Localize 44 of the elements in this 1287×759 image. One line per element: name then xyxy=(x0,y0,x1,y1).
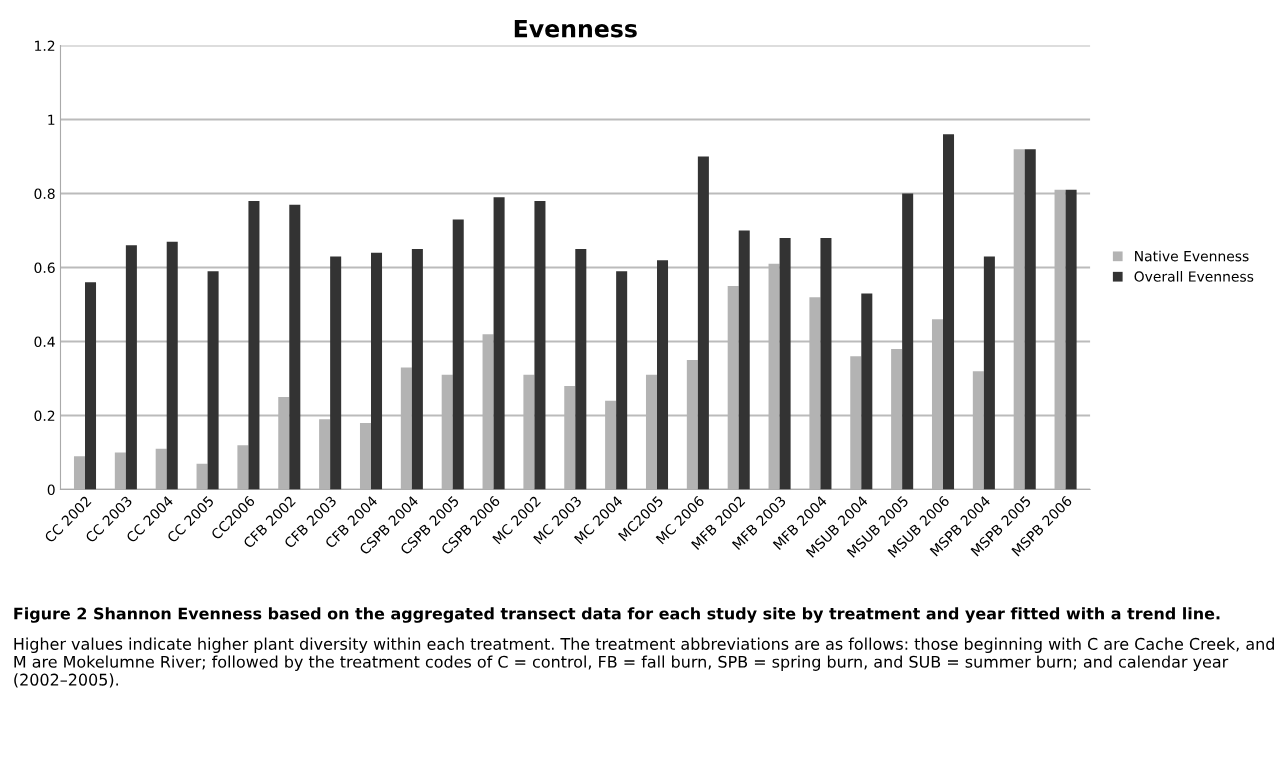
y-tick-label: 0.4 xyxy=(34,336,55,348)
bar xyxy=(575,249,587,490)
y-tick-label: 1.2 xyxy=(35,40,55,51)
bar xyxy=(330,256,342,490)
chart-title: Evenness xyxy=(514,19,637,38)
bar xyxy=(196,463,208,490)
bar xyxy=(534,200,546,490)
y-tick-label: 0.8 xyxy=(34,188,55,200)
bar xyxy=(697,156,709,490)
bar xyxy=(1065,189,1077,490)
bar xyxy=(248,200,260,490)
bar xyxy=(319,419,331,490)
bar xyxy=(85,282,97,490)
bar xyxy=(616,271,628,490)
bar xyxy=(983,256,995,490)
legend-label: Native Evenness xyxy=(1135,250,1249,262)
bar xyxy=(73,456,85,490)
bar xyxy=(371,252,383,490)
bar xyxy=(237,445,249,490)
bar xyxy=(166,241,178,490)
y-tick-label: 0.2 xyxy=(34,410,55,422)
bar xyxy=(779,237,791,490)
bar xyxy=(820,237,832,490)
bar xyxy=(411,249,423,490)
bar xyxy=(155,448,167,490)
y-tick-label: 0.6 xyxy=(34,262,55,274)
bar xyxy=(943,134,955,490)
legend-label: Overall Evenness xyxy=(1134,271,1254,282)
text: Higher values indicate higher plant diversity within each treatment. The treatment abbreviations are as follows: those beginning with C are Cache Creek, and M are Mokelumne River; followed by the treatment codes of C = control, FB = fall burn, SPB = spring burn, and SUB = summer burn; and calendar year (2002–2005). xyxy=(14,637,1274,688)
bar xyxy=(125,245,137,490)
caption: Figure 2 Shannon Evenness based on the aggregated transect data for each study site by treatment and year fitted with a trend line. xyxy=(14,607,1220,623)
bar xyxy=(902,193,914,490)
bar xyxy=(738,230,750,490)
bar xyxy=(207,271,219,490)
y-tick-label: 0 xyxy=(47,484,55,496)
bar xyxy=(114,452,126,490)
bar xyxy=(493,197,505,490)
y-tick-label: 1 xyxy=(48,114,55,125)
bar xyxy=(452,219,464,490)
bar xyxy=(289,204,301,490)
bar xyxy=(1024,149,1036,490)
bar xyxy=(657,260,669,490)
bar xyxy=(359,422,371,490)
bar xyxy=(861,293,873,490)
